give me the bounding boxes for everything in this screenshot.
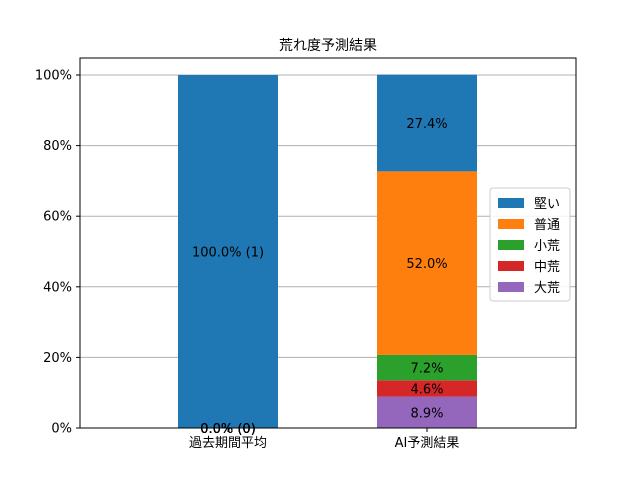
legend-label: 小荒 [534, 239, 560, 254]
y-tick-label: 60% [43, 210, 72, 225]
y-axis: 0% 20% 40% 60% 80% 100% [35, 69, 80, 437]
bars [178, 74, 477, 428]
bar-segment [178, 75, 278, 428]
y-tick-label: 100% [35, 69, 72, 84]
bar-value-label: 100.0% (1) [192, 246, 264, 261]
bar-segment [377, 171, 477, 355]
bar-labels: 0.0% (0)0.0% (0)0.0% (0)0.0% (0)100.0% (… [192, 117, 448, 437]
bar-value-label: 7.2% [410, 362, 443, 377]
bar-segment [377, 380, 477, 397]
bar-segment [377, 396, 477, 428]
legend-swatch [498, 282, 524, 292]
x-tick-label: AI予測結果 [395, 436, 460, 451]
y-tick-label: 20% [43, 351, 72, 366]
x-axis: 過去期間平均 AI予測結果 [189, 428, 459, 451]
x-tick-label: 過去期間平均 [189, 436, 267, 451]
plot-frame [79, 57, 577, 429]
bar-value-label: 27.4% [406, 117, 447, 132]
bar-value-label: 8.9% [410, 406, 443, 421]
bar-value-label: 52.0% [406, 257, 447, 272]
chart-title: 荒れ度予測結果 [279, 38, 377, 54]
legend-box [489, 187, 571, 302]
y-tick-label: 0% [51, 422, 72, 437]
legend-label: 大荒 [534, 281, 560, 296]
y-tick-label: 80% [43, 139, 72, 154]
legend-swatch [498, 240, 524, 250]
legend-swatch [498, 219, 524, 229]
bar-value-label: 4.6% [410, 382, 443, 397]
bar-segment [377, 354, 477, 381]
bar-segment [377, 74, 477, 172]
legend-label: 堅い [534, 197, 560, 212]
legend-swatch [498, 261, 524, 271]
legend-swatch [498, 198, 524, 208]
y-tick-label: 40% [43, 280, 72, 295]
legend-label: 普通 [534, 218, 560, 233]
legend-label: 中荒 [534, 260, 560, 275]
